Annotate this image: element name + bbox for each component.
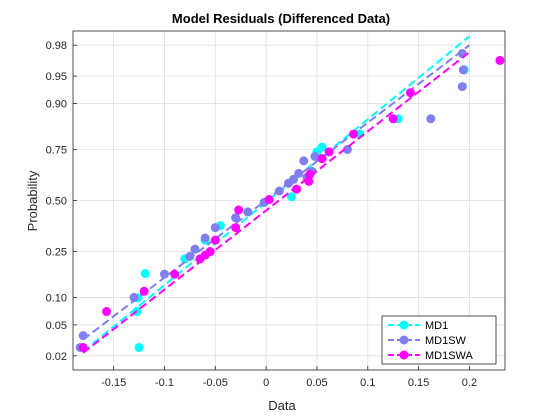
legend-label-md1: MD1 xyxy=(425,320,448,332)
y-tick-label: 0.25 xyxy=(46,247,67,259)
y-tick-label: 0.75 xyxy=(46,144,67,156)
data-point-md1 xyxy=(134,342,144,352)
x-axis-label: Data xyxy=(268,398,296,413)
fit-line-md1 xyxy=(82,35,471,353)
series-layer xyxy=(75,35,505,354)
data-point-md1swa xyxy=(231,223,241,233)
data-point-md1sw xyxy=(299,156,309,166)
data-point-md1sw xyxy=(231,213,241,223)
data-point-md1swa xyxy=(78,342,88,352)
series-md1swa xyxy=(78,51,505,354)
data-point-md1sw xyxy=(210,223,220,233)
data-point-md1sw xyxy=(310,151,320,161)
legend-label-md1swa: MD1SWA xyxy=(425,350,474,362)
data-point-md1sw xyxy=(200,233,210,243)
legend-marker-md1swa xyxy=(399,350,409,360)
grid xyxy=(73,31,505,370)
data-point-md1swa xyxy=(495,55,505,65)
data-point-md1swa xyxy=(102,307,112,317)
x-tick-label: 0.15 xyxy=(408,377,429,389)
x-tick-label: -0.1 xyxy=(155,377,174,389)
x-tick-label: 0.2 xyxy=(462,377,477,389)
data-point-md1sw xyxy=(426,114,436,124)
data-point-md1swa xyxy=(170,269,180,279)
x-tick-label: 0.05 xyxy=(306,377,327,389)
y-axis-label: Probability xyxy=(25,170,40,231)
data-point-md1sw xyxy=(342,144,352,154)
data-point-md1swa xyxy=(234,205,244,215)
y-tick-label: 0.95 xyxy=(46,71,67,83)
data-point-md1swa xyxy=(317,154,327,164)
y-tick-label: 0.05 xyxy=(46,320,67,332)
y-tick-label: 0.90 xyxy=(46,99,67,111)
fit-line-md1sw xyxy=(82,44,471,341)
x-tick-label: 0.1 xyxy=(360,377,375,389)
data-point-md1sw xyxy=(159,269,169,279)
chart-title: Model Residuals (Differenced Data) xyxy=(172,11,390,26)
y-tick-label: 0.02 xyxy=(46,351,67,363)
data-point-md1swa xyxy=(205,247,215,257)
data-point-md1swa xyxy=(210,235,220,245)
y-tick-label: 0.10 xyxy=(46,292,67,304)
data-point-md1sw xyxy=(185,251,195,261)
data-point-md1swa xyxy=(264,195,274,205)
legend: MD1 MD1SW MD1SWA xyxy=(381,315,497,365)
data-point-md1swa xyxy=(324,147,334,157)
y-tick-label: 0.50 xyxy=(46,196,67,208)
data-point-md1sw xyxy=(243,207,253,217)
data-point-md1 xyxy=(317,142,327,152)
data-point-md1swa xyxy=(305,169,315,179)
legend-marker-md1 xyxy=(399,320,409,330)
data-point-md1sw xyxy=(294,168,304,178)
data-point-md1swa xyxy=(405,88,415,98)
data-point-md1swa xyxy=(292,184,302,194)
data-point-md1 xyxy=(140,269,150,279)
data-point-md1 xyxy=(287,192,297,202)
data-point-md1swa xyxy=(349,129,359,139)
x-tick-label: 0 xyxy=(263,377,269,389)
data-point-md1sw xyxy=(457,82,467,92)
data-point-md1swa xyxy=(388,114,398,124)
data-point-md1sw xyxy=(458,65,468,75)
fit-line-md1swa xyxy=(82,51,471,354)
tick-labels: -0.15 -0.1 -0.05 0 0.05 0.1 0.15 0.2 0.02 0.05 0.1… xyxy=(46,40,477,389)
x-tick-label: -0.15 xyxy=(101,377,126,389)
legend-label-md1sw: MD1SW xyxy=(425,335,467,347)
legend-marker-md1sw xyxy=(399,335,409,345)
x-tick-label: -0.05 xyxy=(203,377,228,389)
y-tick-label: 0.98 xyxy=(46,40,67,52)
data-point-md1swa xyxy=(139,286,149,296)
